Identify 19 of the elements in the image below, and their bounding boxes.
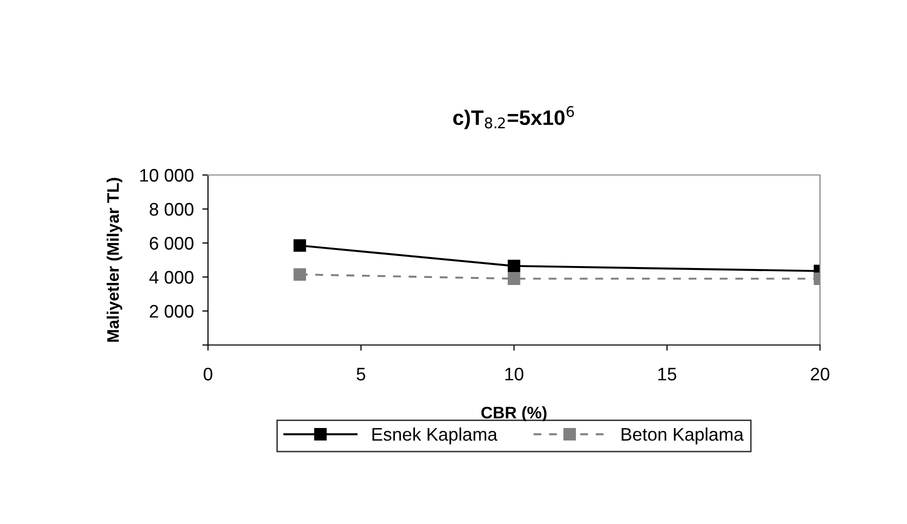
legend-label: Beton Kaplama: [622, 428, 744, 444]
chart-title: c)T$_{8.2}$=5x10$^{6}$: [453, 106, 574, 130]
x-tick-label: 10: [505, 368, 524, 380]
y-tick-label: 8 000: [150, 202, 194, 216]
point: [508, 272, 520, 285]
point: [508, 260, 520, 272]
y-tick-label: 4 000: [149, 270, 194, 284]
y-tick-label: 10 000: [140, 168, 194, 182]
x-axis-title: CBR (%): [481, 406, 546, 422]
legend-label: Esnek Kaplama: [372, 428, 498, 444]
y-tick-label: 6 000: [150, 236, 194, 250]
x-tick-label: 5: [356, 368, 366, 380]
x-tick-label: 0: [204, 368, 212, 380]
y-axis-title: Maliyetler (Milyar TL): [106, 178, 122, 342]
x-tick-label: 20: [810, 368, 830, 380]
point: [294, 268, 306, 281]
y-tick-label: 2 000: [150, 304, 194, 318]
x-tick-label: 15: [658, 368, 676, 380]
point: [294, 239, 306, 252]
